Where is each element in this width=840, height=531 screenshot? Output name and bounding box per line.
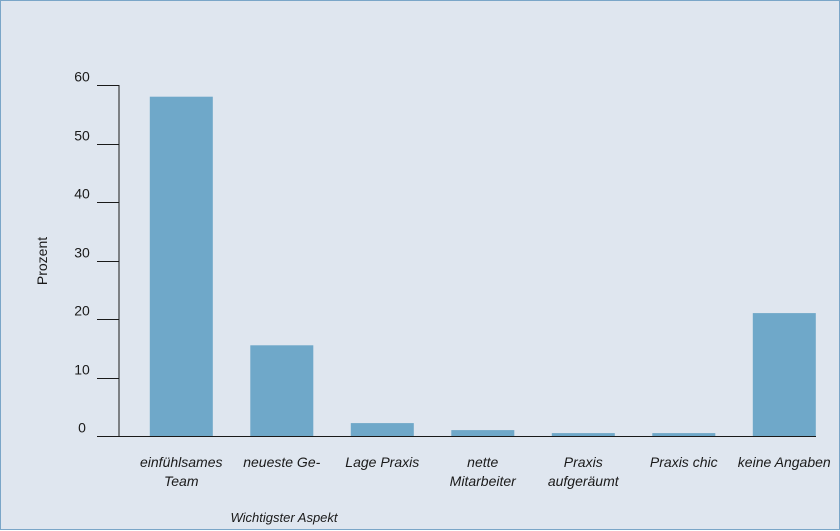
y-tick-label: 40	[74, 186, 90, 202]
axes-group	[97, 85, 816, 437]
y-tick-label: 0	[78, 420, 86, 436]
category-label: Lage Praxis	[345, 454, 419, 470]
y-axis-label: Prozent	[34, 237, 50, 285]
y-tick-label: 50	[74, 128, 90, 144]
category-label: einfühlsames Team	[140, 454, 223, 489]
bar-3	[350, 423, 414, 436]
bar-4	[451, 430, 515, 436]
category-label: Praxis aufgeräumt	[548, 454, 620, 489]
bar-2	[250, 345, 314, 436]
y-ticks-group: 0 10 20 30 40 50 60	[74, 69, 119, 436]
bar-5	[551, 433, 615, 436]
y-tick-label: 60	[74, 69, 90, 85]
category-label: neueste Ge-	[243, 454, 320, 470]
y-tick-label: 20	[74, 303, 90, 319]
category-labels-group: einfühlsames Team neueste Ge- Lage Praxis ne…	[140, 454, 831, 489]
y-tick-label: 10	[74, 362, 90, 378]
category-label: keine Angaben	[738, 454, 831, 470]
x-axis-label: Wichtigster Aspekt	[230, 510, 338, 525]
y-tick-label: 30	[74, 245, 90, 261]
bar-6	[652, 433, 716, 436]
bar-1	[149, 96, 213, 436]
category-label: nette Mitarbeiter	[450, 454, 517, 489]
bars-group	[149, 96, 816, 436]
bar-7	[752, 313, 816, 436]
category-label: Praxis chic	[650, 454, 718, 470]
